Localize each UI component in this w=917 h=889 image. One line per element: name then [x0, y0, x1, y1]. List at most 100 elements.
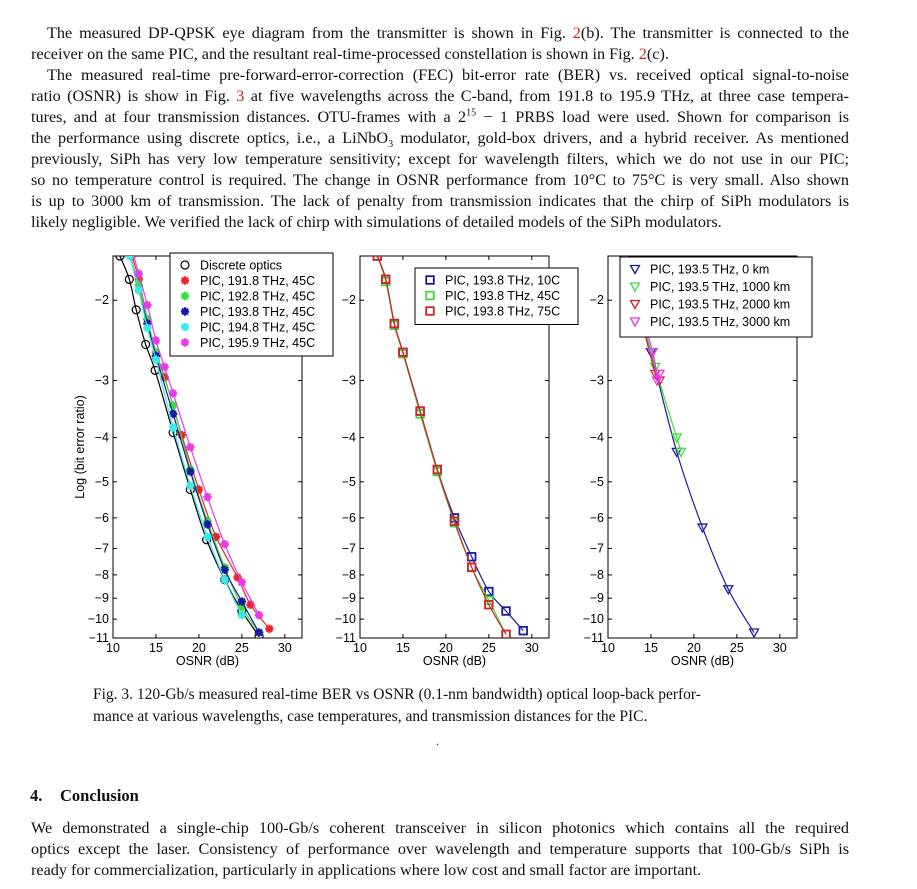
data-point — [372, 256, 382, 261]
data-point — [237, 610, 247, 620]
text-run: The measured DP-QPSK eye diagram from th… — [47, 24, 573, 42]
x-axis-label: OSNR (dB) — [176, 654, 239, 668]
data-point — [398, 347, 408, 357]
data-point — [115, 256, 125, 261]
data-point — [141, 339, 151, 350]
y-tick-label: −9 — [342, 591, 356, 605]
legend-marker — [629, 299, 641, 310]
legend-marker — [629, 317, 641, 328]
text-run: modulator, gold-box drivers, and a hybri… — [393, 129, 849, 147]
body-line: The measured real-time pre-forward-error… — [47, 65, 849, 86]
figure-reference-link[interactable]: 2 — [638, 45, 647, 63]
fit-line — [376, 256, 507, 635]
text-run: tures, and at four transmission distance… — [31, 108, 467, 126]
data-point — [381, 274, 391, 285]
data-point — [233, 573, 242, 582]
data-point — [211, 532, 221, 541]
y-tick-label: −4 — [590, 431, 604, 445]
chart-1: 10 15 20 25 30 −2 −3 −4 −5 −6 −7 −8 −9 −10 −11 OSNR (dB… — [73, 252, 334, 668]
y-tick-label: −3 — [590, 374, 604, 388]
legend-entry: PIC, 192.8 THz, 45C — [200, 290, 315, 304]
x-tick-label: 15 — [644, 641, 658, 655]
legend-marker — [180, 291, 190, 301]
data-point — [501, 629, 511, 638]
body-line: likely negligible. We verified the lack … — [31, 212, 849, 233]
body-line: receiver on the same PIC, and the result… — [31, 44, 849, 65]
plot-area — [372, 256, 528, 638]
data-point — [254, 628, 264, 637]
y-tick-label: −3 — [95, 374, 109, 388]
stray-mark: . — [436, 734, 439, 748]
y-tick-label: −2 — [95, 293, 109, 307]
data-point — [134, 269, 143, 278]
body-line: previously, SiPh has very low temperatur… — [31, 149, 849, 170]
figure-reference-link[interactable]: 2 — [572, 24, 581, 42]
y-tick-label: −4 — [342, 431, 356, 445]
legend-entry: Discrete optics — [200, 259, 282, 273]
data-point — [449, 516, 460, 526]
data-point — [160, 362, 169, 372]
data-point — [186, 443, 195, 452]
body-line: is up to 3000 km of transmission. The la… — [31, 191, 849, 212]
data-point — [124, 274, 134, 284]
x-tick-label: 25 — [482, 641, 496, 655]
body-line: the performance using discrete optics, i… — [31, 128, 849, 150]
data-point — [254, 610, 264, 620]
x-tick-label: 15 — [396, 641, 410, 655]
text-run: ratio (OSNR) is show in Fig. — [31, 87, 237, 105]
data-point — [203, 532, 212, 541]
data-point — [220, 539, 229, 549]
y-tick-label: −6 — [95, 511, 109, 525]
y-tick-label: −6 — [342, 511, 356, 525]
legend-entry: PIC, 193.8 THz, 75C — [445, 305, 560, 319]
legend-box — [169, 252, 334, 357]
data-point — [265, 624, 274, 633]
data-point — [237, 597, 247, 606]
text-run: at five wavelengths across the C-band, f… — [244, 87, 849, 105]
y-tick-label: −5 — [590, 475, 604, 489]
legend-entry: PIC, 193.8 THz, 45C — [200, 305, 315, 319]
data-point — [151, 336, 161, 345]
data-point — [696, 523, 709, 534]
y-tick-label: −11 — [89, 631, 109, 645]
legend-marker — [180, 322, 190, 332]
y-tick-label: −2 — [342, 293, 356, 307]
data-point — [432, 464, 443, 475]
y-tick-label: −4 — [95, 431, 109, 445]
data-point — [203, 492, 212, 502]
data-point — [194, 485, 204, 494]
legend-marker — [629, 282, 641, 293]
y-tick-label: −7 — [342, 541, 356, 555]
y-tick-label: −8 — [590, 568, 604, 582]
text-run: previously, SiPh has very low temperatur… — [31, 150, 849, 168]
data-point — [131, 305, 141, 315]
y-tick-label: −3 — [342, 374, 356, 388]
figure-caption-line-1: Fig. 3. 120-Gb/s measured real-time BER … — [93, 686, 701, 703]
figure-reference-link[interactable]: 3 — [236, 87, 245, 105]
y-tick-label: −9 — [590, 591, 604, 605]
data-point — [168, 423, 178, 432]
data-point — [220, 575, 229, 584]
legend-entry: PIC, 195.9 THz, 45C — [200, 336, 315, 350]
data-point — [651, 376, 663, 387]
data-point — [675, 447, 687, 458]
y-tick-label: −10 — [583, 612, 604, 626]
data-point — [647, 348, 659, 359]
data-point — [484, 600, 494, 610]
data-point — [143, 300, 152, 310]
figure-caption-line-2: mance at various wavelengths, case tempe… — [93, 708, 648, 725]
chart-2: 10 15 20 25 30 −2 −3 −4 −5 −6 −7 −8 −9 −10 −11 OSNR (dB… — [335, 255, 579, 668]
y-tick-label: −9 — [95, 591, 109, 605]
x-tick-label: 15 — [149, 641, 163, 655]
legend-marker — [629, 264, 641, 275]
legend-entry: PIC, 194.8 THz, 45C — [200, 321, 315, 335]
x-tick-label: 20 — [687, 641, 701, 655]
text-run: The measured real-time pre-forward-error… — [47, 66, 849, 84]
data-point — [134, 280, 143, 289]
text-run: (c). — [646, 45, 669, 63]
data-point — [143, 314, 152, 324]
data-point — [501, 606, 511, 616]
legend-box — [414, 267, 579, 325]
body-line: tures, and at four transmission distance… — [31, 107, 849, 128]
